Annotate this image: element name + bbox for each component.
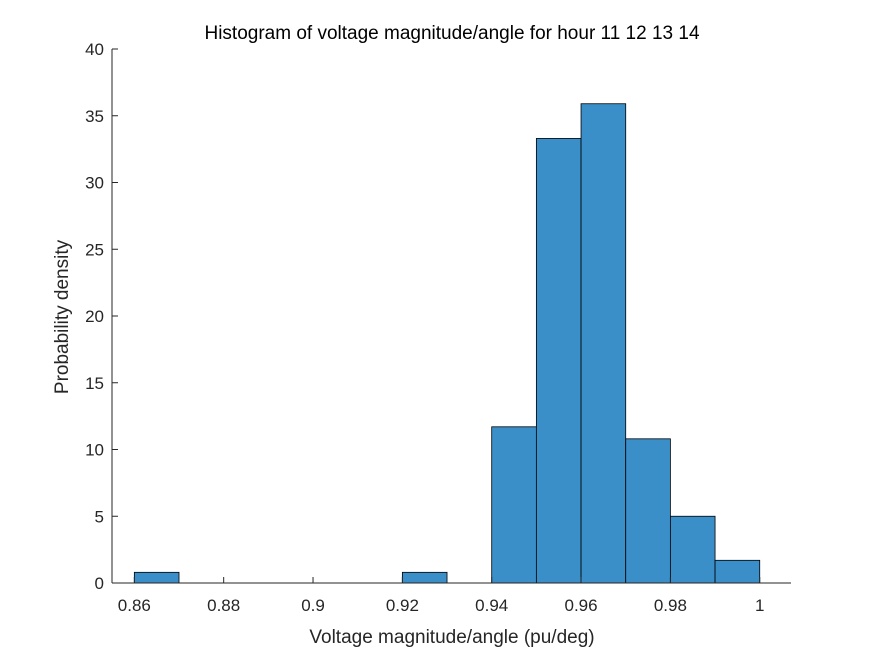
y-tick-label: 20 (85, 307, 104, 326)
x-tick-label: 0.88 (207, 596, 240, 615)
axes-group (111, 49, 791, 584)
chart-title: Histogram of voltage magnitude/angle for… (204, 23, 699, 44)
histogram-bar-6 (669, 515, 716, 584)
y-axis-title: Probability density (52, 239, 73, 394)
y-tick-label: 40 (85, 40, 104, 59)
histogram-bar-5 (625, 438, 671, 584)
y-tick-label: 35 (85, 107, 104, 126)
x-tick-label: 1 (755, 596, 764, 615)
x-tick-label: 0.86 (118, 596, 151, 615)
x-tick-label: 0.9 (301, 596, 325, 615)
y-tick-label: 0 (95, 574, 104, 593)
histogram-bar-3 (535, 138, 582, 584)
x-axis-title: Voltage magnitude/angle (pu/deg) (309, 627, 594, 648)
x-tick-label: 0.98 (654, 596, 687, 615)
histogram-bar-2 (491, 426, 537, 584)
y-tick-label: 25 (85, 240, 104, 259)
y-tick-label: 10 (85, 441, 104, 460)
x-tick-label: 0.94 (475, 596, 508, 615)
y-tick-label: 30 (85, 174, 104, 193)
histogram-bar-4 (580, 103, 627, 584)
x-tick-label: 0.92 (386, 596, 419, 615)
x-ticks-group: 0.86 0.88 0.9 0.92 0.94 0.96 0.98 1 (118, 577, 764, 615)
y-ticks-group: 0 5 10 15 20 25 30 35 40 (85, 40, 118, 593)
y-tick-label: 5 (95, 507, 104, 526)
bars-group (133, 103, 761, 584)
x-tick-label: 0.96 (564, 596, 597, 615)
histogram-bar-1 (401, 571, 448, 584)
histogram-bar-7 (714, 559, 761, 584)
histogram-bar-0 (133, 571, 180, 584)
y-tick-label: 15 (85, 374, 104, 393)
